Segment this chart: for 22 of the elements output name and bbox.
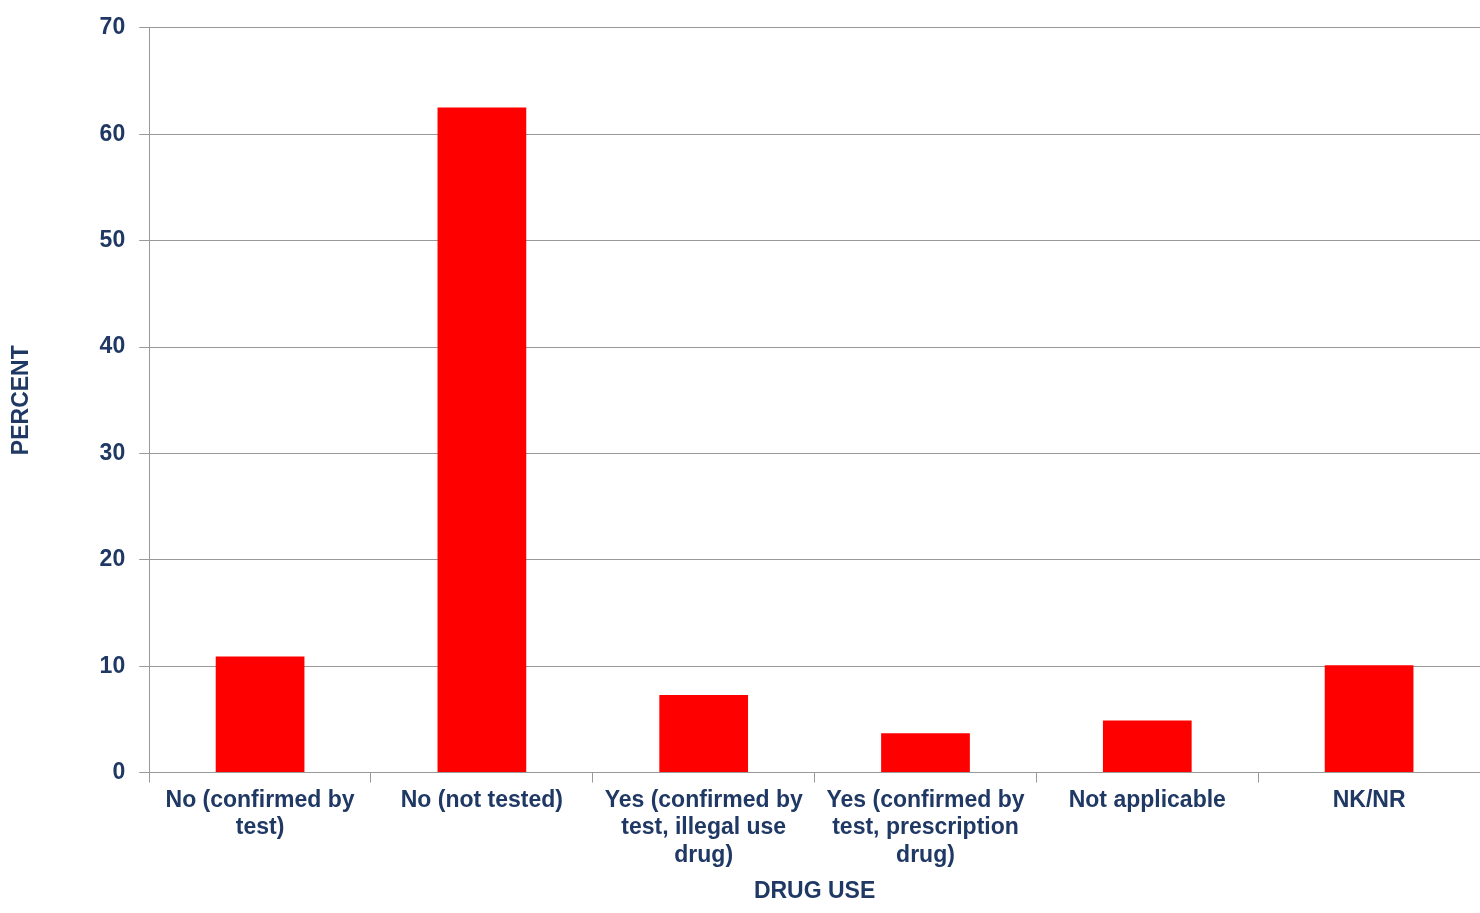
bar	[1102, 720, 1192, 773]
bar	[215, 656, 305, 773]
x-tick-label: No (not tested)	[400, 785, 564, 812]
x-tick-label: Yes (confirmed by test, prescription drug)	[826, 785, 1025, 867]
bar	[1324, 665, 1414, 773]
y-tick-label: 30	[99, 438, 126, 465]
y-tick-label: 70	[99, 13, 126, 40]
x-tick-label: No (confirmed by test)	[165, 785, 355, 840]
y-tick-label: 10	[99, 651, 126, 678]
y-tick-label: 40	[99, 332, 126, 359]
x-tick-label: NK/NR	[1332, 785, 1406, 812]
y-tick-label: 0	[112, 757, 126, 784]
bar	[437, 107, 527, 773]
bar	[659, 694, 749, 773]
y-tick-label: 60	[99, 119, 126, 146]
x-tick-label: Yes (confirmed by test, illegal use drug)	[604, 785, 803, 867]
x-tick-label: Not applicable	[1068, 785, 1226, 812]
y-tick-label: 20	[99, 545, 126, 572]
x-axis-title: DRUG USE	[753, 876, 876, 903]
y-axis-title: PERCENT	[7, 345, 34, 456]
bar	[881, 733, 970, 773]
y-tick-label: 50	[99, 225, 126, 252]
